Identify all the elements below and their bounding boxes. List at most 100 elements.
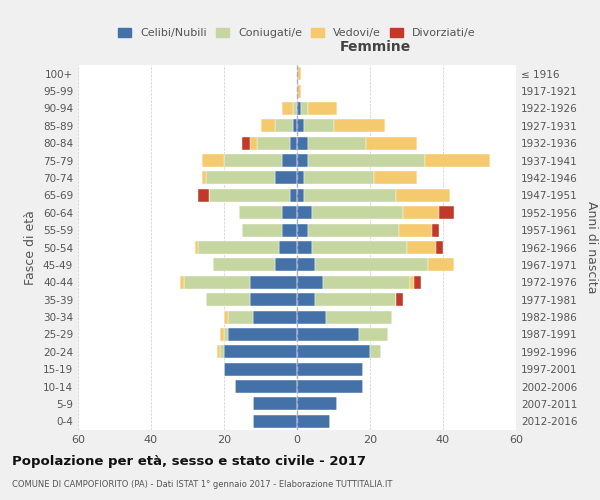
Bar [257, 136, 290, 149]
Bar [202, 154, 224, 167]
Text: Popolazione per età, sesso e stato civile - 2017: Popolazione per età, sesso e stato civil… [12, 455, 366, 468]
Bar [297, 84, 301, 98]
Bar [304, 172, 374, 184]
Bar [213, 258, 275, 272]
Bar [217, 346, 220, 358]
Bar [432, 224, 439, 236]
Bar [250, 293, 297, 306]
Bar [297, 258, 315, 272]
Bar [224, 154, 283, 167]
Bar [199, 189, 209, 202]
Bar [311, 206, 403, 220]
Bar [290, 136, 297, 149]
Bar [297, 120, 304, 132]
Bar [308, 102, 337, 115]
Bar [297, 224, 308, 236]
Bar [403, 206, 439, 220]
Bar [253, 398, 297, 410]
Bar [414, 276, 421, 289]
Y-axis label: Fasce di età: Fasce di età [25, 210, 37, 285]
Bar [253, 310, 297, 324]
Bar [308, 154, 425, 167]
Bar [297, 276, 323, 289]
Bar [242, 224, 283, 236]
Bar [199, 241, 279, 254]
Bar [297, 102, 301, 115]
Bar [297, 189, 304, 202]
Bar [326, 310, 392, 324]
Bar [227, 310, 253, 324]
Bar [315, 293, 395, 306]
Bar [315, 258, 428, 272]
Bar [425, 154, 490, 167]
Bar [367, 136, 418, 149]
Bar [275, 258, 297, 272]
Bar [184, 276, 250, 289]
Bar [308, 136, 367, 149]
Bar [195, 241, 199, 254]
Bar [297, 328, 359, 341]
Bar [297, 346, 370, 358]
Bar [436, 241, 443, 254]
Bar [283, 154, 297, 167]
Bar [202, 172, 206, 184]
Text: Femmine: Femmine [340, 40, 412, 54]
Bar [308, 224, 399, 236]
Bar [250, 276, 297, 289]
Bar [297, 241, 311, 254]
Bar [283, 102, 293, 115]
Bar [206, 172, 275, 184]
Bar [209, 189, 290, 202]
Bar [399, 224, 432, 236]
Bar [283, 224, 297, 236]
Bar [297, 67, 301, 80]
Bar [304, 189, 395, 202]
Text: COMUNE DI CAMPOFIORITO (PA) - Dati ISTAT 1° gennaio 2017 - Elaborazione TUTTITAL: COMUNE DI CAMPOFIORITO (PA) - Dati ISTAT… [12, 480, 392, 489]
Bar [439, 206, 454, 220]
Bar [250, 136, 257, 149]
Bar [275, 172, 297, 184]
Bar [220, 328, 224, 341]
Bar [395, 293, 403, 306]
Bar [224, 310, 227, 324]
Bar [301, 102, 308, 115]
Bar [206, 293, 250, 306]
Bar [334, 120, 385, 132]
Bar [293, 102, 297, 115]
Bar [235, 380, 297, 393]
Bar [224, 362, 297, 376]
Bar [297, 415, 330, 428]
Bar [395, 189, 450, 202]
Bar [275, 120, 293, 132]
Bar [311, 241, 407, 254]
Bar [297, 172, 304, 184]
Bar [290, 189, 297, 202]
Bar [410, 276, 414, 289]
Bar [253, 415, 297, 428]
Legend: Celibi/Nubili, Coniugati/e, Vedovi/e, Divorziati/e: Celibi/Nubili, Coniugati/e, Vedovi/e, Di… [114, 23, 480, 42]
Bar [323, 276, 410, 289]
Bar [304, 120, 334, 132]
Bar [297, 362, 362, 376]
Bar [180, 276, 184, 289]
Bar [293, 120, 297, 132]
Bar [428, 258, 454, 272]
Bar [239, 206, 283, 220]
Bar [220, 346, 224, 358]
Bar [407, 241, 436, 254]
Bar [297, 380, 362, 393]
Y-axis label: Anni di nascita: Anni di nascita [584, 201, 598, 294]
Bar [224, 328, 227, 341]
Bar [227, 328, 297, 341]
Bar [279, 241, 297, 254]
Bar [359, 328, 388, 341]
Bar [370, 346, 381, 358]
Bar [297, 136, 308, 149]
Bar [224, 346, 297, 358]
Bar [260, 120, 275, 132]
Bar [297, 206, 311, 220]
Bar [297, 310, 326, 324]
Bar [283, 206, 297, 220]
Bar [374, 172, 418, 184]
Bar [297, 154, 308, 167]
